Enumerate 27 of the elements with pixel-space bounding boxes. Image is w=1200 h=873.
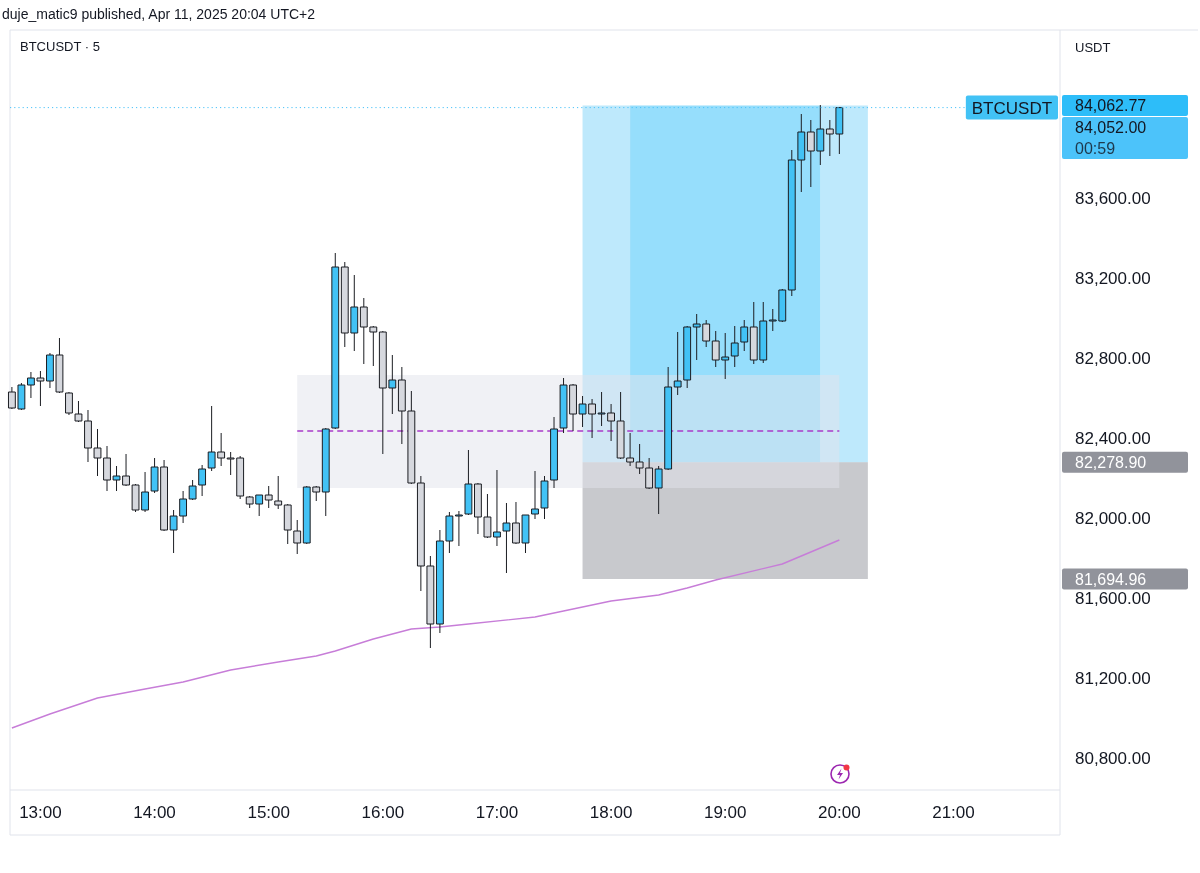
y-tick-label: 82,278.90 [1075, 453, 1147, 471]
y-tick-label: 81,600.00 [1075, 588, 1151, 608]
x-tick-label: 13:00 [19, 802, 62, 822]
y-axis-title: USDT [1075, 39, 1111, 55]
x-tick-label: 14:00 [133, 802, 176, 822]
x-tick-label: 15:00 [247, 802, 290, 822]
y-tick-label: 80,800.00 [1075, 748, 1151, 768]
y-tick-label: 82,400.00 [1075, 428, 1151, 448]
x-tick-label: 19:00 [703, 802, 747, 822]
y-tick-label: 82,800.00 [1075, 348, 1151, 368]
text: 00:59 [1075, 139, 1116, 157]
text: BTCUSDT [971, 98, 1053, 118]
y-tick-label: 84,062.77 [1075, 96, 1147, 114]
y-tick-label: 83,200.00 [1075, 268, 1151, 288]
x-tick-label: 17:00 [475, 802, 519, 822]
x-tick-label: 20:00 [818, 802, 861, 822]
y-tick-label: 82,000.00 [1075, 508, 1151, 528]
y-tick-label: 81,200.00 [1075, 668, 1151, 688]
ref-line-label: 84,052.00 [1075, 118, 1147, 136]
x-tick-label: 16:00 [361, 802, 405, 822]
y-tick-label: 81,694.96 [1075, 570, 1147, 588]
x-tick-label: 18:00 [589, 802, 633, 822]
x-tick-label: 21:00 [932, 802, 975, 822]
y-tick-label: 83,600.00 [1075, 188, 1151, 208]
chart-subtitle: duje_matic9 published, Apr 11, 2025 20:04 UTC+2 [2, 6, 316, 22]
line-series [11, 539, 841, 729]
text: BTCUSDT · 5 [20, 38, 100, 54]
